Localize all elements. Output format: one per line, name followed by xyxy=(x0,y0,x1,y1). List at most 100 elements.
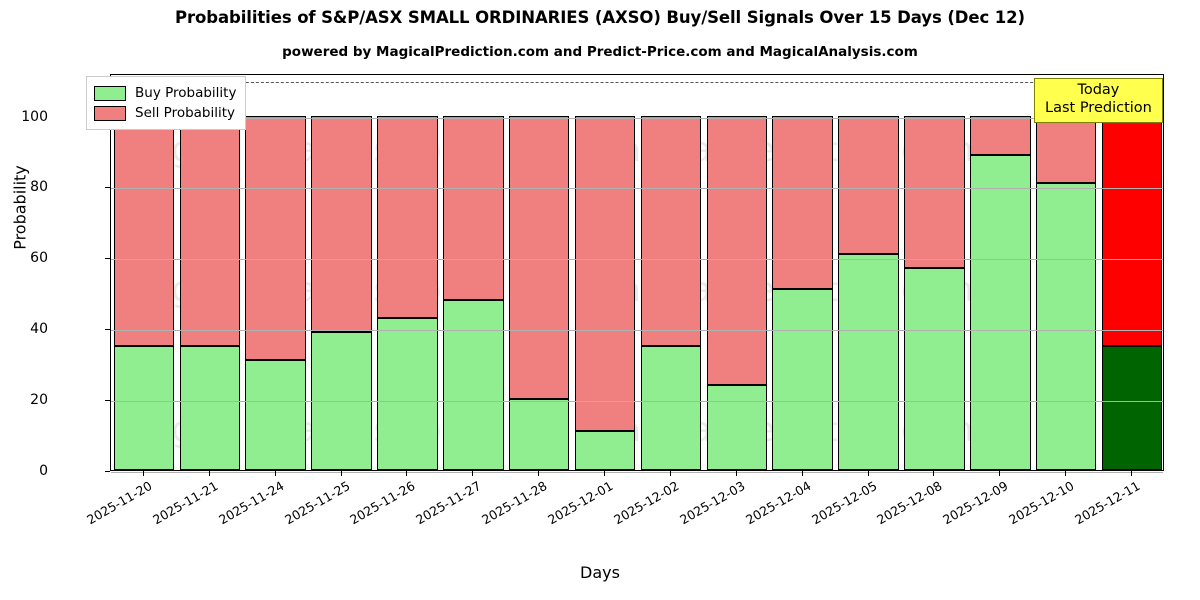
bar-2025-12-09[interactable] xyxy=(970,115,1031,470)
x-tick-mark xyxy=(472,471,474,476)
bar-segment-buy[interactable] xyxy=(772,289,833,470)
x-tick-mark xyxy=(867,471,869,476)
y-tick-mark xyxy=(105,258,110,260)
x-tick-mark xyxy=(340,471,342,476)
x-tick-mark xyxy=(1131,471,1133,476)
reference-dashed-line xyxy=(111,82,1163,84)
bar-segment-sell[interactable] xyxy=(245,115,306,361)
today-annotation-line1: Today xyxy=(1077,82,1120,98)
bar-segment-buy[interactable] xyxy=(838,253,899,470)
x-tick-label: 2025-11-21 xyxy=(149,478,221,528)
bar-segment-sell[interactable] xyxy=(1101,115,1163,346)
y-tick-mark xyxy=(105,400,110,402)
bar-segment-sell[interactable] xyxy=(640,115,702,346)
bar-segment-sell[interactable] xyxy=(443,115,504,300)
bar-segment-sell[interactable] xyxy=(970,115,1031,155)
bar-2025-11-25[interactable] xyxy=(311,115,372,470)
y-gridline xyxy=(111,188,1163,190)
bar-segment-buy[interactable] xyxy=(1035,182,1097,470)
bar-2025-12-11[interactable] xyxy=(1101,115,1163,470)
y-tick-label: 0 xyxy=(39,463,48,479)
x-tick-label: 2025-12-05 xyxy=(808,478,880,528)
x-tick-mark xyxy=(208,471,210,476)
bar-segment-sell[interactable] xyxy=(838,115,899,254)
bar-segment-buy[interactable] xyxy=(1101,345,1163,470)
bar-segment-buy[interactable] xyxy=(179,345,241,470)
x-tick-mark xyxy=(933,471,935,476)
legend-swatch-sell-icon xyxy=(94,105,126,121)
today-annotation-line2: Last Prediction xyxy=(1045,99,1152,116)
y-tick-label: 60 xyxy=(30,250,48,267)
bar-2025-12-05[interactable] xyxy=(838,115,899,470)
y-tick-mark xyxy=(105,187,110,189)
bar-2025-11-21[interactable] xyxy=(179,115,241,470)
bar-2025-12-10[interactable] xyxy=(1035,115,1097,470)
x-tick-label: 2025-12-01 xyxy=(545,478,616,528)
x-tick-label: 2025-12-10 xyxy=(1006,478,1077,528)
bar-2025-11-28[interactable] xyxy=(508,115,570,470)
y-tick-label: 100 xyxy=(21,108,48,125)
x-axis-label: Days xyxy=(580,563,620,582)
x-tick-label: 2025-11-26 xyxy=(347,478,418,528)
bar-2025-12-04[interactable] xyxy=(772,115,833,470)
bar-segment-buy[interactable] xyxy=(706,384,768,470)
bar-segment-sell[interactable] xyxy=(1035,115,1097,183)
x-tick-mark xyxy=(142,471,144,476)
today-annotation: Today Last Prediction xyxy=(1034,78,1163,124)
y-gridline xyxy=(111,117,1163,119)
y-tick-label: 40 xyxy=(30,321,48,338)
bar-segment-sell[interactable] xyxy=(113,115,175,346)
bar-2025-12-01[interactable] xyxy=(574,115,636,470)
bar-segment-buy[interactable] xyxy=(377,317,438,470)
x-tick-mark xyxy=(538,471,540,476)
y-tick-label: 80 xyxy=(30,179,48,196)
chart-subtitle: powered by MagicalPrediction.com and Pre… xyxy=(282,44,918,60)
bar-segment-buy[interactable] xyxy=(640,345,702,470)
bar-segment-sell[interactable] xyxy=(706,115,768,385)
bar-segment-sell[interactable] xyxy=(772,115,833,290)
y-tick-label: 20 xyxy=(30,392,48,409)
y-tick-mark xyxy=(105,329,110,331)
bar-2025-11-24[interactable] xyxy=(245,115,306,470)
x-tick-mark xyxy=(1065,471,1067,476)
bar-2025-12-08[interactable] xyxy=(904,115,965,470)
bar-segment-sell[interactable] xyxy=(574,115,636,432)
x-tick-label: 2025-12-03 xyxy=(676,478,748,528)
bar-segment-buy[interactable] xyxy=(508,399,570,470)
bar-segment-sell[interactable] xyxy=(179,115,241,346)
bar-segment-buy[interactable] xyxy=(113,345,175,470)
x-tick-label: 2025-12-02 xyxy=(611,478,682,528)
bar-2025-12-02[interactable] xyxy=(640,115,702,470)
bar-segment-sell[interactable] xyxy=(904,115,965,268)
bar-series-container xyxy=(111,75,1163,470)
plot-area: MagicalAnalysis.comMagicalPrediction.com… xyxy=(110,74,1164,473)
x-tick-label: 2025-11-28 xyxy=(479,478,550,528)
bar-segment-buy[interactable] xyxy=(311,331,372,470)
y-gridline xyxy=(111,259,1163,261)
x-tick-label: 2025-12-04 xyxy=(742,478,814,528)
bar-segment-buy[interactable] xyxy=(970,154,1031,470)
bar-segment-sell[interactable] xyxy=(311,115,372,332)
bar-2025-12-03[interactable] xyxy=(706,115,768,470)
x-tick-mark xyxy=(669,471,671,476)
bar-segment-sell[interactable] xyxy=(377,115,438,318)
chart-legend: Buy Probability Sell Probability xyxy=(86,76,247,130)
bar-segment-buy[interactable] xyxy=(904,267,965,470)
bar-2025-11-26[interactable] xyxy=(377,115,438,470)
bar-segment-buy[interactable] xyxy=(443,299,504,470)
chart-title: Probabilities of S&P/ASX SMALL ORDINARIE… xyxy=(175,8,1025,27)
bar-segment-sell[interactable] xyxy=(508,115,570,400)
x-tick-mark xyxy=(999,471,1001,476)
bar-segment-buy[interactable] xyxy=(245,360,306,470)
x-tick-label: 2025-11-20 xyxy=(84,478,155,528)
bar-2025-11-27[interactable] xyxy=(443,115,504,470)
y-gridline xyxy=(111,401,1163,403)
legend-label-buy: Buy Probability xyxy=(135,85,237,101)
y-gridline xyxy=(111,330,1163,332)
bar-segment-buy[interactable] xyxy=(574,431,636,470)
bar-2025-11-20[interactable] xyxy=(113,115,175,470)
legend-label-sell: Sell Probability xyxy=(135,105,236,121)
legend-item-buy: Buy Probability xyxy=(94,83,236,103)
y-tick-mark xyxy=(105,471,110,472)
